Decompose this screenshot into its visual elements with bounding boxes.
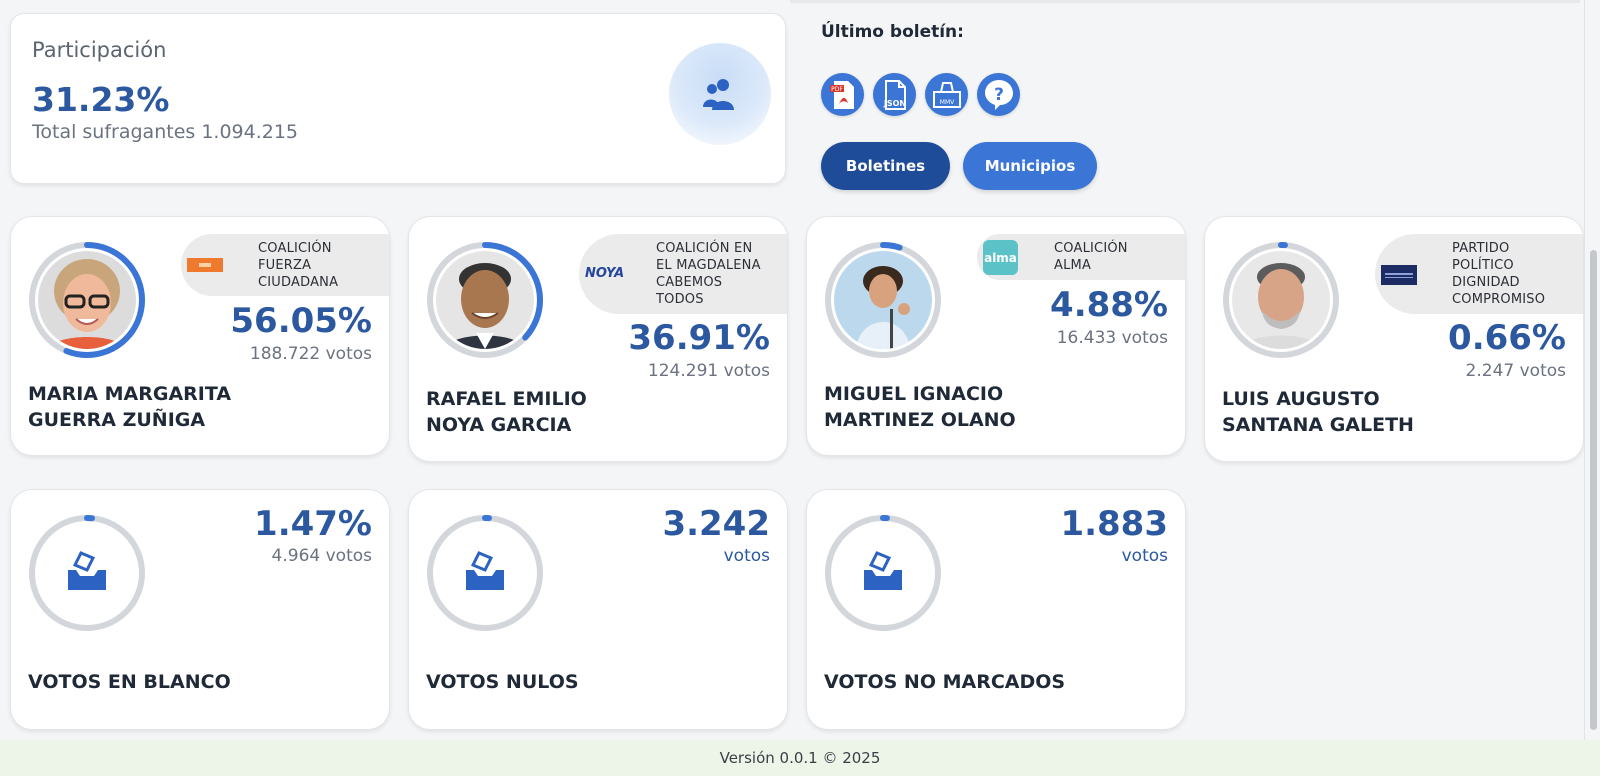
unmarked-votes-unit: votos	[1121, 546, 1168, 566]
party-pill: NOYA COALICIÓN EN EL MAGDALENA CABEMOS T…	[579, 234, 787, 314]
svg-text:PDF: PDF	[831, 86, 843, 93]
party-name: COALICIÓN EN EL MAGDALENA CABEMOS TODOS	[656, 241, 761, 307]
vote-share-ring	[29, 515, 145, 631]
mmv-icon: MMV	[932, 81, 961, 108]
vote-share-arc	[825, 242, 941, 358]
candidate-name: MIGUEL IGNACIO MARTINEZ OLANO	[824, 383, 1016, 431]
party-logo-icon	[1381, 265, 1417, 285]
party-logo-icon: alma	[983, 240, 1018, 275]
svg-text:?: ?	[994, 85, 1004, 105]
candidate-photo	[38, 251, 136, 349]
svg-text:JSON: JSON	[882, 99, 905, 108]
vote-share-arc	[825, 515, 941, 631]
participation-card: Participación 31.23% Total sufragantes 1…	[10, 13, 786, 184]
party-name: COALICIÓN ALMA	[1054, 241, 1128, 273]
candidate-name: LUIS AUGUSTO SANTANA GALETH	[1222, 388, 1414, 436]
special-label: VOTOS NULOS	[426, 671, 579, 693]
candidate-card[interactable]: COALICIÓN FUERZA CIUDADANA 56.05% 188.72…	[10, 216, 390, 456]
candidate-photo	[1232, 251, 1330, 349]
special-votes-card: 3.242 votos VOTOS NULOS	[408, 489, 788, 730]
version-text: Versión 0.0.1 © 2025	[719, 749, 881, 767]
special-votes-card: 1.883 votos VOTOS NO MARCADOS	[806, 489, 1186, 730]
vote-share-ring	[825, 242, 941, 358]
scrollbar[interactable]	[1584, 0, 1600, 740]
vote-share-ring	[427, 515, 543, 631]
municipios-button[interactable]: Municipios	[963, 142, 1097, 190]
vote-share-ring	[1223, 242, 1339, 358]
users-icon	[703, 79, 734, 110]
candidate-card[interactable]: alma COALICIÓN ALMA 4.88% 16.433 votos M…	[806, 216, 1186, 456]
vote-share-ring	[427, 242, 543, 358]
footer: Versión 0.0.1 © 2025	[0, 740, 1600, 776]
svg-text:MMV: MMV	[939, 99, 954, 106]
participation-percent: 31.23%	[32, 80, 170, 119]
candidate-percent: 56.05%	[230, 301, 372, 341]
download-pdf-button[interactable]: PDF	[821, 73, 864, 116]
vote-share-ring	[825, 515, 941, 631]
null-votes-count: 3.242	[662, 504, 770, 544]
party-pill: PARTIDO POLÍTICO DIGNIDAD COMPROMISO	[1375, 234, 1583, 314]
candidate-card[interactable]: PARTIDO POLÍTICO DIGNIDAD COMPROMISO 0.6…	[1204, 216, 1584, 462]
candidate-photo	[436, 251, 534, 349]
download-mmv-button[interactable]: MMV	[925, 73, 968, 116]
party-logo-icon	[187, 258, 223, 272]
special-votes-card: 1.47% 4.964 votos VOTOS EN BLANCO	[10, 489, 390, 730]
candidate-percent: 4.88%	[1050, 285, 1168, 325]
ballot-box-icon	[68, 551, 106, 590]
candidate-name: RAFAEL EMILIO NOYA GARCIA	[426, 388, 587, 436]
candidate-photo	[834, 251, 932, 349]
candidate-percent: 0.66%	[1448, 318, 1566, 358]
candidate-votes: 16.433 votos	[1056, 328, 1168, 348]
scrollbar-thumb[interactable]	[1590, 250, 1597, 730]
party-name: PARTIDO POLÍTICO DIGNIDAD COMPROMISO	[1452, 241, 1546, 307]
participation-icon-bubble	[669, 43, 771, 145]
total-voters: Total sufragantes 1.094.215	[32, 121, 299, 143]
pdf-icon: PDF	[829, 80, 854, 109]
ballot-box-icon	[864, 551, 902, 590]
top-divider	[790, 0, 1580, 3]
party-name: COALICIÓN FUERZA CIUDADANA	[258, 241, 339, 290]
candidate-votes: 2.247 votos	[1465, 361, 1566, 381]
candidate-name: MARIA MARGARITA GUERRA ZUÑIGA	[28, 383, 232, 431]
vote-share-arc	[427, 242, 543, 358]
special-label: VOTOS EN BLANCO	[28, 671, 231, 693]
candidate-percent: 36.91%	[628, 318, 770, 358]
vote-share-ring	[29, 242, 145, 358]
json-icon: JSON	[882, 79, 906, 110]
candidate-votes: 124.291 votos	[647, 361, 770, 381]
vote-share-arc	[1223, 242, 1339, 358]
blank-votes-count: 4.964 votos	[271, 546, 372, 566]
help-button[interactable]: ?	[977, 73, 1020, 116]
unmarked-votes-count: 1.883	[1060, 504, 1168, 544]
party-logo-text: NOYA	[585, 266, 625, 281]
ballot-box-icon	[466, 551, 504, 590]
vote-share-arc	[29, 242, 145, 358]
boletin-title: Último boletín:	[821, 22, 964, 42]
candidate-votes: 188.722 votos	[249, 344, 372, 364]
candidate-card[interactable]: NOYA COALICIÓN EN EL MAGDALENA CABEMOS T…	[408, 216, 788, 462]
boletines-button[interactable]: Boletines	[821, 142, 950, 190]
vote-share-arc	[427, 515, 543, 631]
blank-votes-percent: 1.47%	[254, 504, 372, 544]
null-votes-unit: votos	[723, 546, 770, 566]
special-label: VOTOS NO MARCADOS	[824, 671, 1066, 693]
vote-share-arc	[29, 515, 145, 631]
help-icon: ?	[984, 79, 1013, 110]
party-pill: COALICIÓN FUERZA CIUDADANA	[181, 234, 389, 296]
download-json-button[interactable]: JSON	[873, 73, 916, 116]
participation-title: Participación	[32, 38, 167, 62]
party-pill: alma COALICIÓN ALMA	[977, 234, 1185, 280]
